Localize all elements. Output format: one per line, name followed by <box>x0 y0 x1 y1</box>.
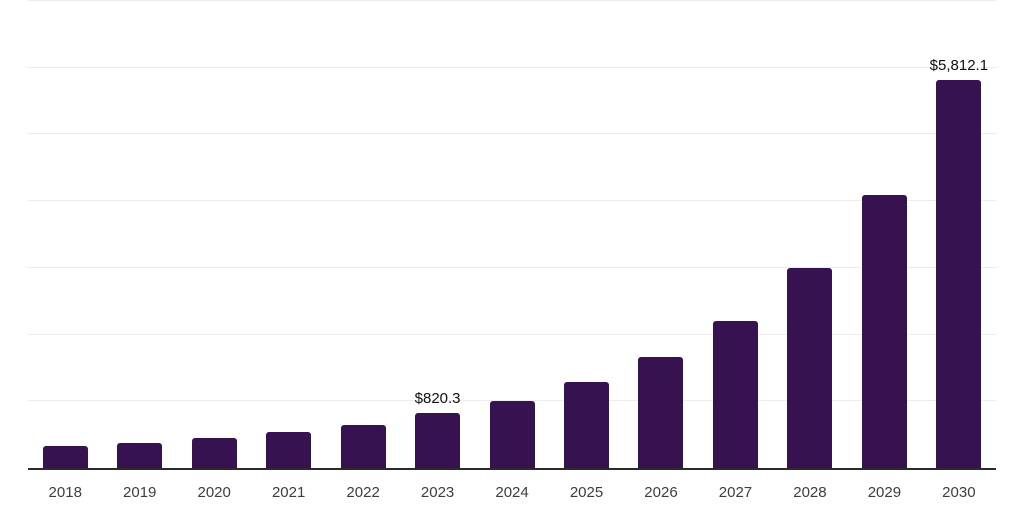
bar-group <box>475 1 549 468</box>
bar <box>787 267 833 468</box>
bar-group: $5,812.1 <box>922 1 996 468</box>
bar-group <box>698 1 772 468</box>
x-tick-label: 2025 <box>569 484 604 501</box>
x-tick-label: 2024 <box>495 484 529 501</box>
x-tick-label: 2030 <box>942 484 976 501</box>
x-tick-label: 2022 <box>346 484 380 501</box>
bar-group <box>549 1 623 468</box>
gridline <box>28 133 996 134</box>
x-tick-label: 2023 <box>420 484 455 501</box>
gridline <box>28 67 996 68</box>
bar <box>489 401 535 468</box>
bar <box>191 438 237 468</box>
gridline <box>28 400 996 401</box>
gridline <box>28 200 996 201</box>
gridline <box>28 334 996 335</box>
bar-group: $820.3 <box>400 1 474 468</box>
bar-group <box>326 1 400 468</box>
x-tick-label: 2019 <box>123 484 157 501</box>
x-tick-label: 2018 <box>48 484 82 501</box>
bar <box>861 194 907 468</box>
x-tick-label: 2029 <box>867 484 902 501</box>
bar-group <box>251 1 325 468</box>
plot-area: $820.3 $5,812.1 <box>28 0 996 470</box>
bar <box>42 446 88 468</box>
bar <box>712 321 758 468</box>
gridline <box>28 267 996 268</box>
x-tick-label: 2021 <box>271 484 306 501</box>
bar-group <box>847 1 921 468</box>
bar <box>117 443 163 468</box>
bar <box>340 425 386 468</box>
bar <box>638 357 684 468</box>
x-tick-label: 2027 <box>718 484 753 501</box>
x-tick-label: 2026 <box>644 484 678 501</box>
bar-value-label: $5,812.1 <box>929 57 989 75</box>
bar <box>415 413 461 468</box>
bar-group <box>28 1 102 468</box>
bar-group <box>102 1 176 468</box>
bar-group <box>773 1 847 468</box>
bar <box>564 381 610 468</box>
bar <box>936 80 982 468</box>
gridline <box>28 0 996 1</box>
x-axis-labels: 2018 2019 2020 2021 2022 2023 2024 2025 2026 2027… <box>28 484 996 501</box>
bar-value-label: $820.3 <box>414 390 461 408</box>
bar <box>266 432 312 468</box>
bar-group <box>177 1 251 468</box>
x-tick-label: 2020 <box>197 484 231 501</box>
bars-row: $820.3 $5,812.1 <box>28 1 996 468</box>
bar-group <box>624 1 698 468</box>
x-tick-label: 2028 <box>793 484 827 501</box>
